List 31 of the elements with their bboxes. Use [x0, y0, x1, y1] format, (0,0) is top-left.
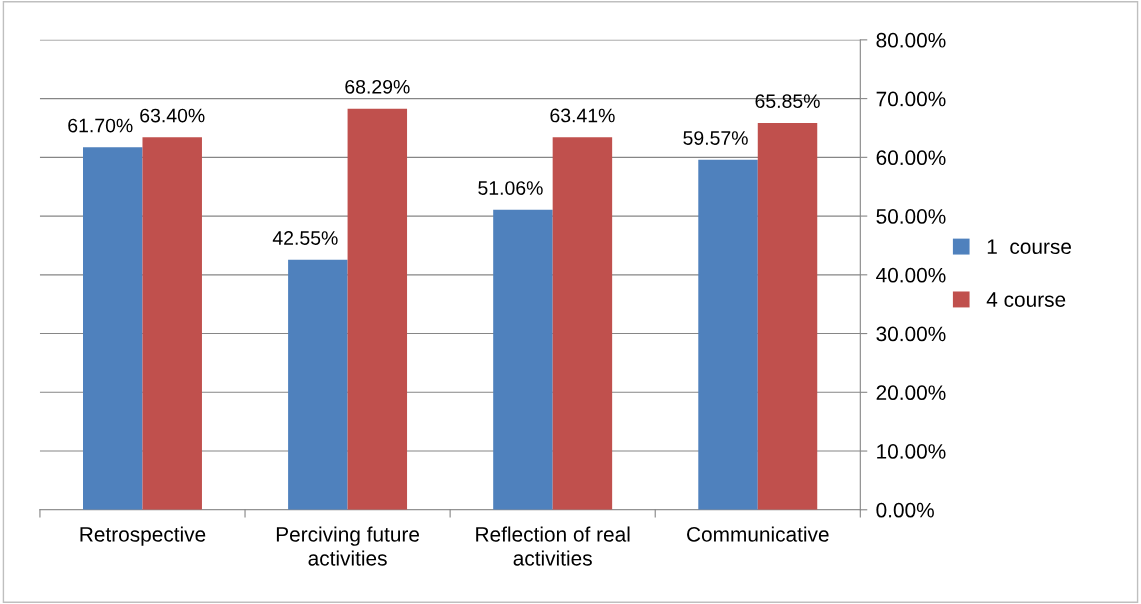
y-tick-label: 60.00% — [876, 150, 946, 166]
bar — [552, 137, 613, 510]
bar — [347, 108, 408, 510]
x-tick-label: Reflection of real activities — [476, 526, 630, 566]
y-tick-label: 40.00% — [876, 267, 946, 283]
data-label: 59.57% — [683, 131, 748, 145]
x-tick-label: Perciving future activities — [276, 526, 420, 566]
y-tick-label: 20.00% — [876, 385, 946, 401]
y-tick-label: 30.00% — [876, 326, 946, 342]
bar — [493, 209, 553, 510]
data-label: 68.29% — [345, 79, 410, 94]
data-label: 61.70% — [68, 118, 133, 133]
data-label: 42.55% — [272, 231, 338, 245]
y-tick-label: 10.00% — [877, 444, 946, 459]
data-label: 51.06% — [478, 181, 543, 195]
y-tick-label: 70.00% — [876, 91, 946, 107]
y-tick-label: 50.00% — [876, 209, 946, 224]
legend-label: 1 course — [987, 239, 1071, 255]
bar — [288, 259, 348, 510]
legend-label: 4 course — [986, 292, 1066, 307]
bar — [142, 137, 202, 510]
data-label: 63.40% — [140, 108, 205, 123]
data-label: 63.41% — [550, 108, 615, 123]
y-tick-label: 0.00% — [876, 502, 934, 518]
y-tick-label: 80.00% — [876, 32, 946, 48]
bar — [83, 147, 143, 510]
data-label: 65.85% — [755, 94, 820, 109]
x-tick-label: Communicative — [687, 526, 829, 542]
bar — [757, 122, 818, 510]
bar — [698, 159, 758, 510]
x-tick-label: Retrospective — [80, 526, 206, 546]
